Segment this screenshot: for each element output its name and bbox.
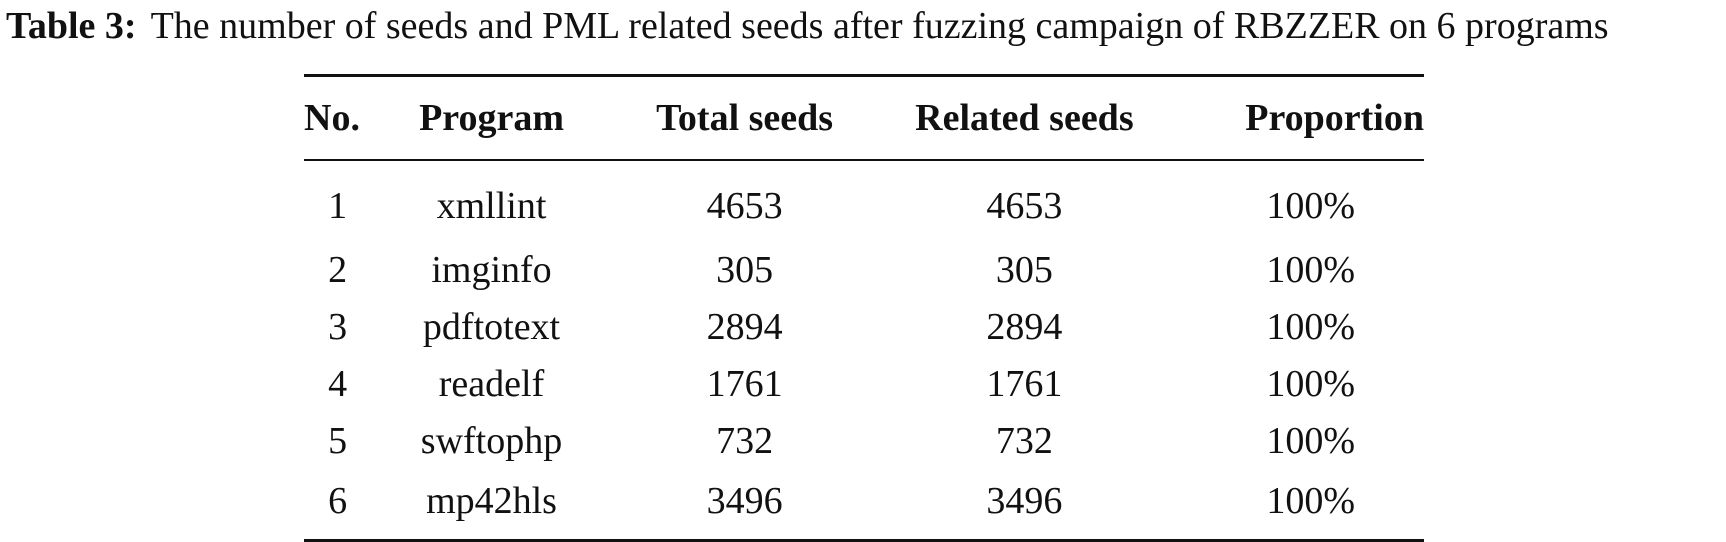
table-row: 6 mp42hls 3496 3496 100% <box>304 469 1424 541</box>
cell-no: 5 <box>328 419 348 462</box>
cell-no: 1 <box>328 185 348 227</box>
cell-no: 6 <box>328 480 348 522</box>
cell-proportion: 100% <box>1266 248 1356 291</box>
cell-total-seeds: 3496 <box>706 480 783 522</box>
cell-program: xmllint <box>436 185 547 227</box>
cell-related-seeds: 732 <box>995 419 1053 462</box>
table-row: 4 readelf 1761 1761 100% <box>304 355 1424 412</box>
cell-total-seeds: 1761 <box>706 362 783 405</box>
table-caption: Table 3: The number of seeds and PML rela… <box>0 0 1726 56</box>
caption-label: Table 3: <box>6 5 137 47</box>
cell-program: imginfo <box>431 248 552 291</box>
caption-text: The number of seeds and PML related seed… <box>150 5 1609 47</box>
header-row: No. Program Total seeds Related seeds Pr… <box>304 75 1424 160</box>
cell-no: 4 <box>328 362 348 405</box>
cell-program: pdftotext <box>422 305 561 348</box>
cell-proportion: 100% <box>1266 305 1356 348</box>
cell-proportion: 100% <box>1266 480 1356 522</box>
cell-no: 3 <box>328 305 348 348</box>
cell-related-seeds: 1761 <box>986 362 1063 405</box>
cell-proportion: 100% <box>1266 185 1356 227</box>
cell-related-seeds: 2894 <box>986 305 1063 348</box>
header-program: Program <box>419 97 564 139</box>
table-row: 3 pdftotext 2894 2894 100% <box>304 298 1424 355</box>
cell-total-seeds: 4653 <box>706 185 783 227</box>
cell-program: mp42hls <box>426 480 557 522</box>
cell-total-seeds: 2894 <box>706 305 783 348</box>
cell-total-seeds: 732 <box>716 419 774 462</box>
cell-related-seeds: 3496 <box>986 480 1063 522</box>
table-row: 5 swftophp 732 732 100% <box>304 412 1424 469</box>
cell-proportion: 100% <box>1266 362 1356 405</box>
header-no: No. <box>304 97 360 139</box>
cell-program: swftophp <box>420 419 563 462</box>
header-proportion: Proportion <box>1245 97 1424 139</box>
table-row: 2 imginfo 305 305 100% <box>304 241 1424 298</box>
header-total-seeds: Total seeds <box>656 97 834 139</box>
table-body: 1 xmllint 4653 4653 100% 2 imginfo 305 3… <box>304 160 1424 541</box>
table-header: No. Program Total seeds Related seeds Pr… <box>304 75 1424 160</box>
cell-no: 2 <box>328 248 348 291</box>
table-container: No. Program Total seeds Related seeds Pr… <box>304 74 1424 542</box>
cell-proportion: 100% <box>1266 419 1356 462</box>
seeds-table: No. Program Total seeds Related seeds Pr… <box>304 74 1424 542</box>
cell-related-seeds: 4653 <box>986 185 1063 227</box>
cell-related-seeds: 305 <box>995 248 1053 291</box>
header-related-seeds: Related seeds <box>915 97 1134 139</box>
table-row: 1 xmllint 4653 4653 100% <box>304 160 1424 241</box>
cell-program: readelf <box>438 362 545 405</box>
cell-total-seeds: 305 <box>716 248 774 291</box>
